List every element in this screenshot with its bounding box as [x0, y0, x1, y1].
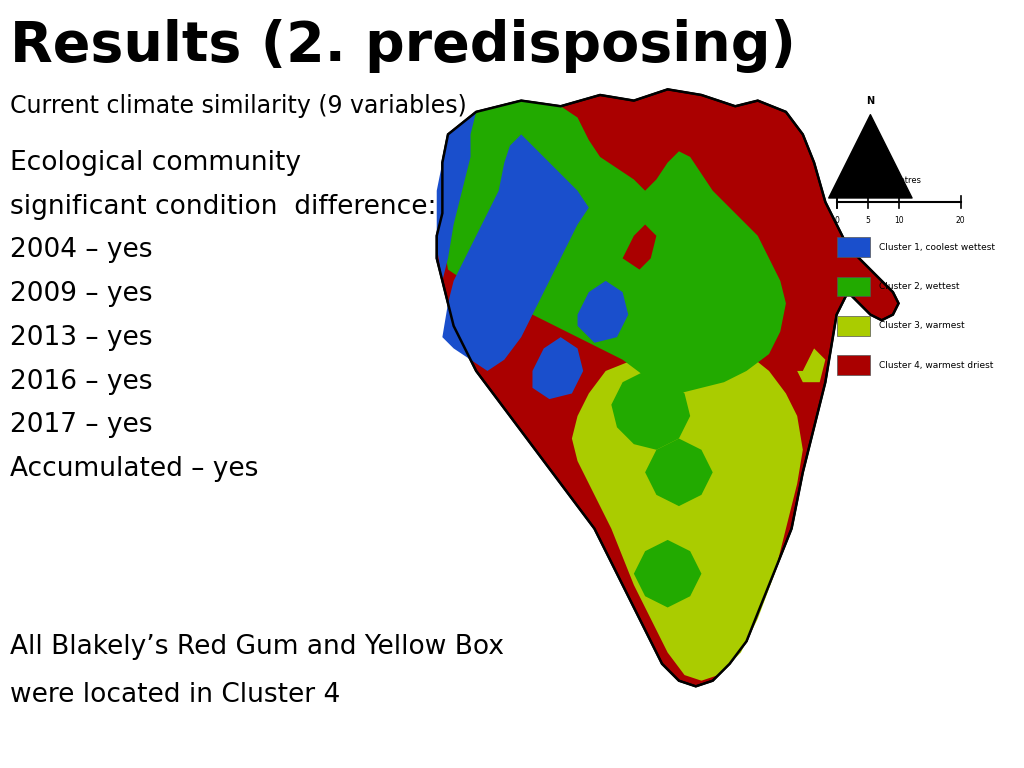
Text: Kilometres: Kilometres: [877, 176, 921, 185]
Polygon shape: [645, 439, 713, 506]
Text: 5: 5: [865, 216, 870, 225]
Text: 2004 – yes: 2004 – yes: [10, 237, 153, 263]
Text: N: N: [866, 96, 874, 106]
Bar: [837, 276, 870, 296]
Polygon shape: [611, 371, 690, 450]
Text: Accumulated – yes: Accumulated – yes: [10, 456, 259, 482]
Text: Results (2. predisposing): Results (2. predisposing): [10, 19, 796, 73]
Polygon shape: [797, 349, 825, 382]
Bar: [837, 237, 870, 257]
Text: All Blakely’s Red Gum and Yellow Box: All Blakely’s Red Gum and Yellow Box: [10, 634, 504, 660]
Polygon shape: [578, 281, 628, 343]
Polygon shape: [634, 540, 701, 607]
Polygon shape: [442, 101, 786, 393]
Text: 2017 – yes: 2017 – yes: [10, 412, 153, 439]
Text: Cluster 4, warmest driest: Cluster 4, warmest driest: [879, 361, 993, 370]
Text: Current climate similarity (9 variables): Current climate similarity (9 variables): [10, 94, 467, 118]
Text: 2013 – yes: 2013 – yes: [10, 325, 153, 351]
Polygon shape: [436, 89, 899, 687]
Bar: [837, 316, 870, 336]
Text: 2009 – yes: 2009 – yes: [10, 281, 153, 307]
Text: significant condition  difference:: significant condition difference:: [10, 194, 437, 220]
Text: 2016 – yes: 2016 – yes: [10, 369, 153, 395]
Polygon shape: [436, 112, 476, 281]
Polygon shape: [571, 337, 803, 680]
Text: Cluster 1, coolest wettest: Cluster 1, coolest wettest: [879, 243, 995, 252]
Text: Cluster 3, warmest: Cluster 3, warmest: [879, 321, 965, 330]
Text: 20: 20: [955, 216, 966, 225]
Text: Ecological community: Ecological community: [10, 150, 301, 176]
Bar: [837, 356, 870, 376]
Polygon shape: [623, 224, 656, 270]
Text: 10: 10: [894, 216, 903, 225]
Text: Cluster 2, wettest: Cluster 2, wettest: [879, 282, 959, 291]
Polygon shape: [532, 337, 584, 399]
Polygon shape: [442, 134, 589, 371]
Text: 0: 0: [835, 216, 839, 225]
Text: were located in Cluster 4: were located in Cluster 4: [10, 682, 341, 708]
